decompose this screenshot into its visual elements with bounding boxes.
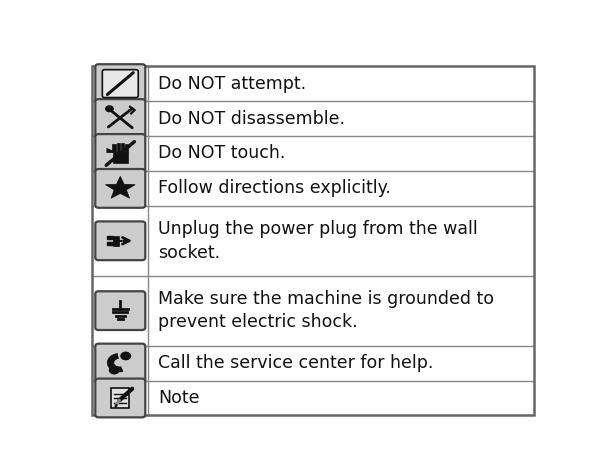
Polygon shape bbox=[105, 176, 135, 198]
Circle shape bbox=[109, 366, 119, 374]
FancyBboxPatch shape bbox=[95, 291, 145, 330]
FancyBboxPatch shape bbox=[95, 169, 145, 208]
Text: Unplug the power plug from the wall
socket.: Unplug the power plug from the wall sock… bbox=[159, 220, 478, 262]
Bar bbox=[117, 142, 120, 152]
Text: Make sure the machine is grounded to
prevent electric shock.: Make sure the machine is grounded to pre… bbox=[159, 290, 494, 332]
Circle shape bbox=[121, 352, 131, 360]
Bar bbox=[107, 242, 113, 245]
Text: Follow directions explicitly.: Follow directions explicitly. bbox=[159, 180, 392, 198]
Text: Do NOT touch.: Do NOT touch. bbox=[159, 144, 286, 162]
Polygon shape bbox=[112, 152, 128, 163]
Polygon shape bbox=[111, 388, 128, 408]
FancyBboxPatch shape bbox=[95, 379, 145, 418]
FancyBboxPatch shape bbox=[95, 99, 145, 138]
Circle shape bbox=[106, 106, 113, 112]
Polygon shape bbox=[107, 148, 112, 152]
Bar bbox=[120, 142, 124, 152]
Text: Note: Note bbox=[159, 389, 200, 407]
Polygon shape bbox=[107, 353, 123, 372]
Bar bbox=[112, 144, 116, 152]
Polygon shape bbox=[113, 236, 119, 246]
Bar bbox=[125, 144, 128, 152]
FancyBboxPatch shape bbox=[102, 70, 138, 97]
FancyBboxPatch shape bbox=[95, 64, 145, 103]
Text: Do NOT attempt.: Do NOT attempt. bbox=[159, 75, 306, 93]
Text: Call the service center for help.: Call the service center for help. bbox=[159, 354, 434, 372]
FancyBboxPatch shape bbox=[95, 343, 145, 382]
FancyBboxPatch shape bbox=[95, 221, 145, 260]
Bar bbox=[107, 237, 113, 239]
Text: Do NOT disassemble.: Do NOT disassemble. bbox=[159, 110, 345, 127]
FancyBboxPatch shape bbox=[95, 134, 145, 173]
